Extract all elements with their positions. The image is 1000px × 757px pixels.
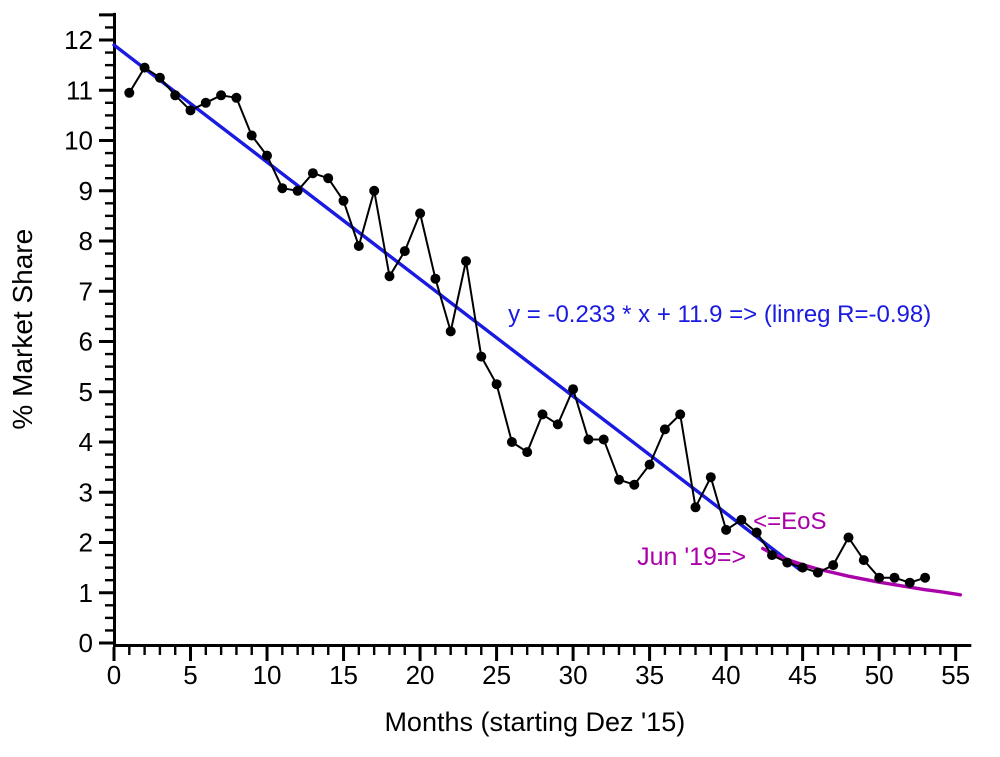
data-point-marker: [185, 105, 196, 116]
data-point-marker: [767, 550, 777, 561]
data-point-marker: [889, 572, 900, 583]
x-tick-label: 30: [559, 660, 588, 690]
data-point-marker: [721, 524, 732, 535]
data-point-marker: [583, 434, 594, 445]
data-point-marker: [614, 474, 624, 485]
x-tick-label: 35: [635, 660, 664, 690]
y-tick-label: 12: [64, 25, 93, 55]
data-point-marker: [124, 87, 135, 98]
data-point-marker: [246, 130, 257, 141]
data-point-marker: [812, 567, 823, 578]
x-tick-label: 0: [107, 660, 121, 690]
x-axis-title: Months (starting Dez '15): [384, 707, 685, 737]
x-tick-label: 20: [406, 660, 435, 690]
y-tick-label: 5: [79, 377, 93, 407]
data-point-marker: [705, 472, 716, 483]
y-tick-label: 4: [79, 427, 93, 457]
data-point-marker: [690, 502, 701, 513]
data-point-marker: [154, 72, 165, 83]
eos-label: <=EoS: [753, 508, 826, 535]
data-point-marker: [415, 208, 426, 219]
data-point-marker: [231, 92, 242, 103]
y-tick-label: 8: [79, 226, 93, 256]
data-point-marker: [307, 168, 318, 179]
data-point-marker: [874, 572, 885, 583]
data-point-marker: [522, 447, 533, 458]
data-point-marker: [598, 434, 609, 445]
jun19-label: Jun '19=>: [637, 543, 746, 571]
data-point-marker: [216, 90, 227, 101]
data-point-marker: [461, 256, 471, 267]
x-tick-label: 5: [183, 660, 197, 690]
data-point-marker: [675, 409, 686, 420]
data-point-marker: [537, 409, 548, 420]
y-tick-label: 1: [79, 578, 93, 608]
data-point-marker: [430, 273, 441, 284]
y-tick-label: 7: [79, 276, 93, 306]
data-point-marker: [292, 185, 303, 196]
x-tick-label: 15: [329, 660, 358, 690]
y-tick-label: 9: [79, 176, 93, 206]
data-point-marker: [139, 62, 150, 73]
y-tick-label: 6: [79, 327, 93, 357]
data-point-marker: [736, 514, 747, 525]
data-point-marker: [445, 326, 456, 337]
data-point-marker: [858, 555, 869, 566]
data-point-marker: [828, 560, 839, 571]
x-tick-label: 25: [482, 660, 511, 690]
data-point-marker: [644, 459, 655, 470]
data-point-marker: [200, 97, 211, 108]
data-point-marker: [751, 527, 762, 538]
x-tick-label: 55: [941, 660, 970, 690]
regression-equation: y = -0.233 * x + 11.9 => (linreg R=-0.98…: [508, 301, 931, 328]
data-point-marker: [369, 185, 380, 196]
x-tick-label: 10: [253, 660, 282, 690]
data-point-marker: [170, 90, 181, 101]
data-point-marker: [384, 271, 395, 282]
data-point-marker: [904, 577, 915, 588]
data-point-marker: [277, 183, 288, 194]
y-tick-label: 10: [64, 126, 93, 156]
data-point-marker: [782, 557, 793, 568]
y-tick-label: 0: [79, 628, 93, 658]
data-point-marker: [491, 379, 502, 390]
x-tick-label: 45: [788, 660, 817, 690]
data-point-marker: [552, 419, 563, 430]
data-point-marker: [399, 246, 410, 257]
data-point-marker: [476, 351, 487, 362]
data-point-marker: [629, 479, 640, 490]
data-point-marker: [797, 562, 808, 573]
data-point-marker: [568, 384, 579, 395]
data-point-marker: [353, 241, 364, 251]
y-tick-label: 2: [79, 528, 93, 558]
y-tick-label: 3: [79, 477, 93, 507]
data-point-marker: [262, 150, 272, 161]
x-tick-label: 50: [865, 660, 894, 690]
y-axis-title: % Market Share: [7, 229, 38, 430]
data-point-marker: [338, 195, 349, 206]
data-point-marker: [323, 173, 334, 184]
data-point-marker: [920, 572, 931, 583]
data-point-marker: [843, 532, 854, 543]
data-point-marker: [506, 437, 517, 447]
data-point-marker: [659, 424, 670, 435]
y-tick-label: 11: [66, 75, 93, 105]
x-tick-label: 40: [712, 660, 741, 690]
